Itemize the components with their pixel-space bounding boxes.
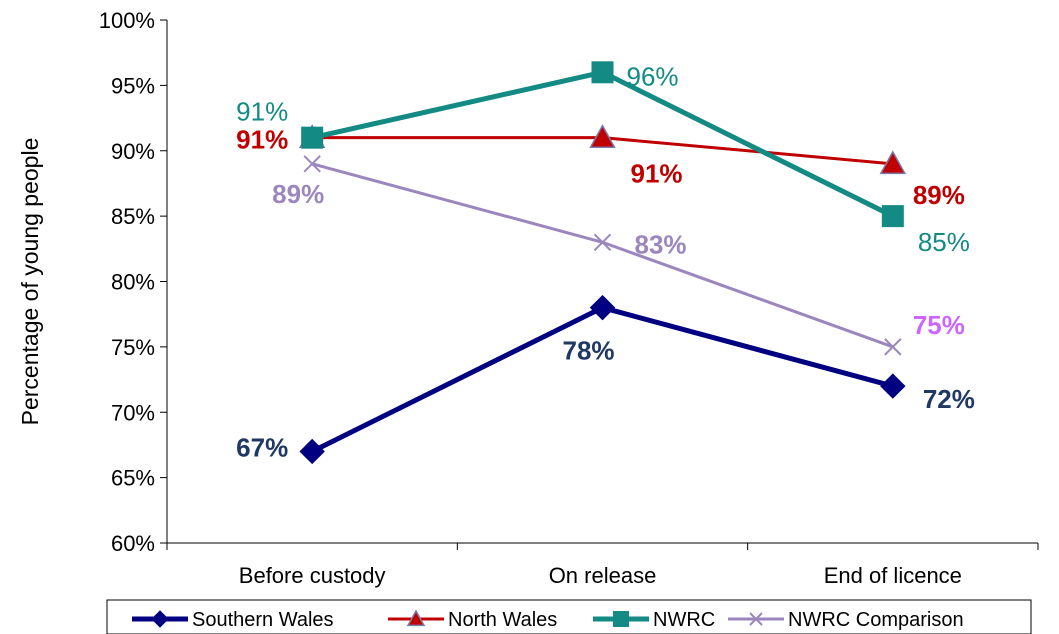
data-label: 91% [631, 159, 683, 189]
data-label: 83% [635, 229, 687, 259]
y-tick-label: 100% [99, 8, 155, 33]
data-labels: 67%78%72%91%91%89%91%96%85%89%83%75% [236, 61, 975, 462]
x-tick-label: On release [549, 563, 657, 588]
x-tick-label: End of licence [824, 563, 962, 588]
data-point [592, 61, 614, 83]
x-tick-label: Before custody [239, 563, 386, 588]
legend: Southern Wales North Wales NWRC NWRC Compar… [107, 600, 1031, 634]
legend-label: Southern Wales [192, 609, 334, 631]
y-axis-title: Percentage of young people [17, 138, 43, 426]
y-tick-label: 60% [111, 531, 155, 556]
data-label: 91% [236, 125, 288, 155]
y-axis: 60% 65% 70% 75% 80% 85% 90% 95% 100% [99, 8, 167, 556]
series-north-wales [300, 126, 905, 174]
data-label: 78% [563, 336, 615, 366]
data-label: 91% [236, 97, 288, 127]
y-tick-label: 95% [111, 73, 155, 98]
series-line [312, 308, 893, 452]
y-tick-label: 80% [111, 270, 155, 295]
data-label: 96% [627, 61, 679, 91]
series-southern-wales [300, 296, 905, 464]
data-point [301, 127, 323, 149]
data-label: 67% [236, 432, 288, 462]
y-tick-label: 75% [111, 335, 155, 360]
data-label: 72% [923, 384, 975, 414]
data-label: 89% [913, 180, 965, 210]
series-lines [300, 61, 905, 463]
x-axis: Before custody On release End of licence [167, 543, 1038, 588]
y-tick-label: 85% [111, 204, 155, 229]
data-point [882, 205, 904, 227]
data-point [591, 296, 615, 320]
data-label: 85% [918, 227, 970, 257]
legend-label: NWRC [653, 609, 715, 631]
legend-label: North Wales [448, 609, 557, 631]
data-point [881, 374, 905, 398]
data-label: 75% [913, 310, 965, 340]
y-tick-label: 65% [111, 466, 155, 491]
series-nwrc-comparison [304, 156, 901, 355]
legend-label: NWRC Comparison [788, 609, 964, 631]
legend-swatch-marker [613, 611, 629, 627]
data-label: 89% [272, 179, 324, 209]
data-point [885, 339, 901, 355]
data-point [300, 439, 324, 463]
y-tick-label: 90% [111, 139, 155, 164]
y-tick-label: 70% [111, 400, 155, 425]
